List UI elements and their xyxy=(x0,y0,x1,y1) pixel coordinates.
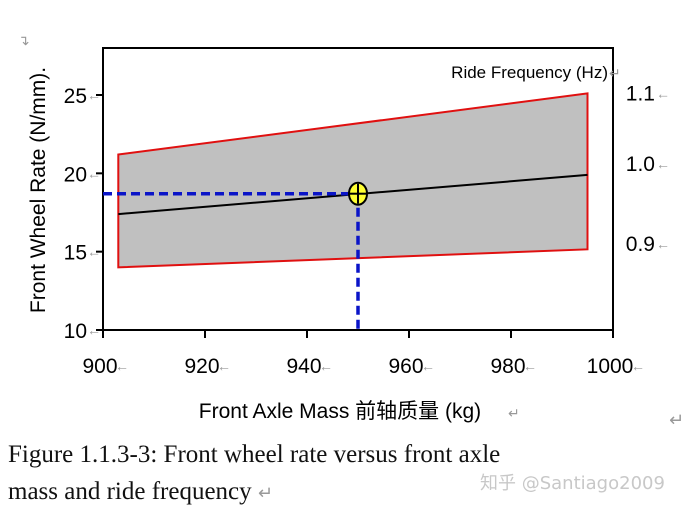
y2-axis-label-return-mark: ↵ xyxy=(609,65,621,81)
y2-tick-label: 1.0 xyxy=(626,153,655,176)
y-tick-label: 25 xyxy=(64,85,87,108)
x-tick-return-mark: ← xyxy=(217,358,231,374)
paragraph-return-mark: ↵ xyxy=(669,410,685,431)
y-tick-return-mark: ← xyxy=(87,87,101,103)
x-tick-return-mark: ← xyxy=(319,358,333,374)
y-tick-return-mark: ← xyxy=(87,165,101,181)
y2-tick-return-mark: ← xyxy=(656,85,670,101)
x-tick-label: 940 xyxy=(286,355,321,378)
y-tick-label: 15 xyxy=(64,242,87,265)
y-tick-return-mark: ← xyxy=(87,244,101,260)
x-tick-label: 1000 xyxy=(587,355,634,378)
x-tick-return-mark: ← xyxy=(421,358,435,374)
x-tick-label: 920 xyxy=(184,355,219,378)
x-tick-label: 900 xyxy=(82,355,117,378)
x-tick-return-mark: ← xyxy=(631,358,645,374)
caption-return-mark: ↵ xyxy=(257,483,273,504)
frequency-band xyxy=(117,92,589,269)
chart: 900← 920← 940← 960← 980← 1000←10 ←15 ←20 ←25 ← 1.1… xyxy=(17,34,670,423)
y-axis-label: Front Wheel Rate (N/mm). xyxy=(27,67,50,313)
y2-tick-return-mark: ← xyxy=(656,236,670,252)
x-axis-label-return-mark: ↵ xyxy=(508,405,520,421)
figure-caption: Figure 1.1.3-3: Front wheel rate versus … xyxy=(8,436,608,512)
y2-tick-label: 1.1 xyxy=(626,82,655,105)
y-tick-return-mark: ← xyxy=(87,322,101,338)
caption-line-1: Figure 1.1.3-3: Front wheel rate versus … xyxy=(8,441,501,468)
y-axis-label-return-mark: ↵ xyxy=(17,34,33,46)
x-axis-label: Front Axle Mass 前轴质量 (kg) xyxy=(199,400,481,423)
y-tick-label: 20 xyxy=(64,163,87,186)
plot-frame xyxy=(102,47,614,331)
y2-tick-label: 0.9 xyxy=(626,233,655,256)
x-tick-label: 960 xyxy=(388,355,423,378)
y2-axis-label: Ride Frequency (Hz) xyxy=(451,63,608,82)
x-tick-label: 980 xyxy=(490,355,525,378)
caption-line-2: mass and ride frequency xyxy=(8,478,252,505)
x-tick-return-mark: ← xyxy=(115,358,129,374)
x-tick-return-mark: ← xyxy=(523,358,537,374)
y2-tick-return-mark: ← xyxy=(656,156,670,172)
y-tick-label: 10 xyxy=(64,320,87,343)
watermark: 知乎 @Santiago2009 xyxy=(480,473,665,494)
